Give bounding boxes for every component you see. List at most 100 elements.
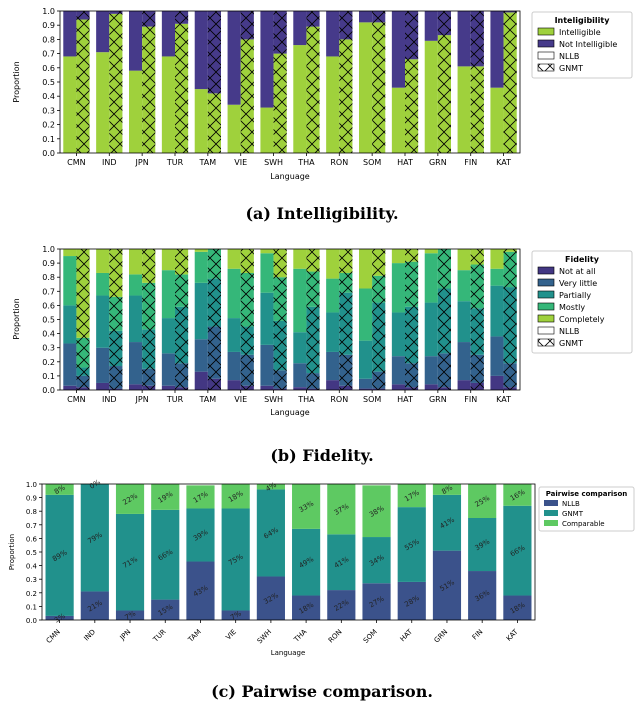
legend-label-completely: Completely xyxy=(559,315,605,324)
bar-nllb-kat-partially xyxy=(490,285,504,337)
x-tick-label-tur: TUR xyxy=(151,628,168,645)
gnmt-hatch-grn xyxy=(437,11,451,153)
bar-hat-nllb xyxy=(397,581,426,620)
bar-nllb-tur-completely xyxy=(161,249,175,271)
legend: Inteligibility Intelligible Not Intelligib… xyxy=(531,11,633,79)
x-axis-label: Language xyxy=(270,408,310,417)
x-tick-label-ind: IND xyxy=(102,158,117,167)
bar-nllb-swh-very-little xyxy=(260,344,274,386)
bar-nllb-tam-completely xyxy=(194,249,208,252)
y-tick-label: 0.3 xyxy=(42,106,55,115)
x-tick-label-hat: HAT xyxy=(397,395,413,404)
bar-nllb-som-partially xyxy=(359,340,373,379)
bar-nllb-tur-partially xyxy=(161,318,175,354)
y-tick-label: 0.5 xyxy=(42,78,55,87)
y-tick-label: 0.7 xyxy=(26,522,37,530)
bar-nllb-tha-very-little xyxy=(293,363,307,388)
gnmt-hatch-swh xyxy=(273,11,287,153)
x-tick-label-grn: GRN xyxy=(433,628,450,645)
x-tick-label-vie: VIE xyxy=(234,395,247,404)
bar-nllb-jpn-mostly xyxy=(129,274,143,296)
gnmt-hatch-vie xyxy=(240,11,254,153)
plot-frame xyxy=(59,248,521,391)
y-tick-label: 1.0 xyxy=(26,481,37,489)
bar-nllb-cmn-mostly xyxy=(63,256,77,306)
legend-label-partially: Partially xyxy=(559,291,591,300)
bar-kat-comparable xyxy=(503,484,532,506)
legend: Fidelity Not at all Very little Partially Mo… xyxy=(531,250,633,354)
bar-nllb-ron-very-little xyxy=(326,351,340,381)
bar-fin-gnmt xyxy=(468,518,497,572)
bar-ron-nllb xyxy=(327,590,356,620)
gnmt-hatch-ind xyxy=(109,249,123,390)
bar-tam-comparable xyxy=(186,485,215,509)
x-tick-label-swh: SWH xyxy=(264,395,283,404)
bar-swh-comparable xyxy=(256,484,285,490)
x-tick-label-tam: TAM xyxy=(186,628,203,645)
x-tick-label-fin: FIN xyxy=(464,395,477,404)
x-tick-label-tha: THA xyxy=(292,628,309,645)
bar-jpn-comparable xyxy=(115,484,145,514)
bar-nllb-swh-partially xyxy=(260,292,274,345)
legend-title: Inteligibility xyxy=(555,16,611,25)
y-tick-label: 0.3 xyxy=(42,344,55,353)
plot-frame xyxy=(59,10,521,154)
bar-nllb-cmn-intelligible xyxy=(63,56,77,153)
bar-nllb-fin-partially xyxy=(457,301,471,343)
x-tick-label-jpn: JPN xyxy=(118,628,133,643)
intelligibility-chart: 0.0 0.1 0.2 0.3 0.4 0.5 0.6 0.7 0.8 0.9 1.0 CMN IND… xyxy=(12,7,633,223)
bar-tur-nllb xyxy=(151,599,180,620)
y-tick-label: 1.0 xyxy=(42,245,55,254)
gnmt-hatch-tur xyxy=(175,11,189,153)
bar-nllb-ind-partially xyxy=(96,295,110,348)
bar-nllb-grn-not-intelligible xyxy=(424,11,438,41)
y-tick-label: 0.9 xyxy=(26,495,37,503)
bar-kat-gnmt xyxy=(503,505,532,596)
y-tick-label: 0.7 xyxy=(42,287,55,296)
x-tick-label-ind: IND xyxy=(102,395,117,404)
caption-c: (c) Pairwise comparison. xyxy=(211,682,433,701)
bar-nllb-tam-not-at-all xyxy=(194,371,208,390)
bar-nllb-swh-not-at-all xyxy=(260,385,274,390)
y-axis-label: Proportion xyxy=(12,298,21,339)
bar-nllb-hat-completely xyxy=(391,249,405,264)
fidelity-chart: 0.0 0.1 0.2 0.3 0.4 0.5 0.6 0.7 0.8 0.9 1.0 CMN IND… xyxy=(12,245,633,465)
bar-nllb-swh-not-intelligible xyxy=(260,11,274,108)
legend-label-nllb: NLLB xyxy=(559,327,579,336)
y-tick-label: 0.7 xyxy=(42,50,55,59)
bar-nllb-tur-intelligible xyxy=(161,56,175,153)
gnmt-hatch-jpn xyxy=(142,11,156,153)
legend-swatch-nllb xyxy=(544,500,558,506)
bar-nllb-fin-not-intelligible xyxy=(457,11,471,67)
y-tick-label: 0.0 xyxy=(42,149,55,158)
bar-nllb-tam-not-intelligible xyxy=(194,11,208,90)
bar-tam-gnmt xyxy=(186,508,215,562)
bar-tha-gnmt xyxy=(292,528,321,596)
bar-fin-comparable xyxy=(468,484,497,518)
bar-nllb-tur-mostly xyxy=(161,270,175,319)
legend-swatch-nllb xyxy=(537,326,555,335)
gnmt-hatch-cmn xyxy=(76,11,90,153)
legend-label-nllb: NLLB xyxy=(562,500,580,508)
gnmt-hatch-kat xyxy=(503,249,517,390)
bar-nllb-hat-partially xyxy=(391,312,405,357)
x-tick-label-tur: TUR xyxy=(166,158,184,167)
bar-nllb-grn-completely xyxy=(424,249,438,254)
bar-ind-nllb xyxy=(80,591,109,620)
gnmt-hatch-grn xyxy=(437,249,451,390)
gnmt-hatch-hat xyxy=(405,11,419,153)
legend-swatch-intelligible xyxy=(537,27,555,36)
x-tick-label-som: SOM xyxy=(362,628,379,645)
y-tick-label: 0.6 xyxy=(26,535,38,543)
bar-tha-nllb xyxy=(292,595,321,620)
y-tick-label: 0.9 xyxy=(42,259,55,268)
bar-nllb-tha-partially xyxy=(293,332,307,364)
bar-nllb-tha-intelligible xyxy=(293,45,307,153)
bar-nllb-kat-not-at-all xyxy=(490,375,504,390)
bar-cmn-nllb xyxy=(45,615,74,620)
y-tick-label: 0.5 xyxy=(42,316,55,325)
y-tick-label: 0.9 xyxy=(42,21,55,30)
bar-nllb-fin-completely xyxy=(457,249,471,271)
bar-som-nllb xyxy=(362,583,391,620)
bar-nllb-fin-intelligible xyxy=(457,66,471,153)
